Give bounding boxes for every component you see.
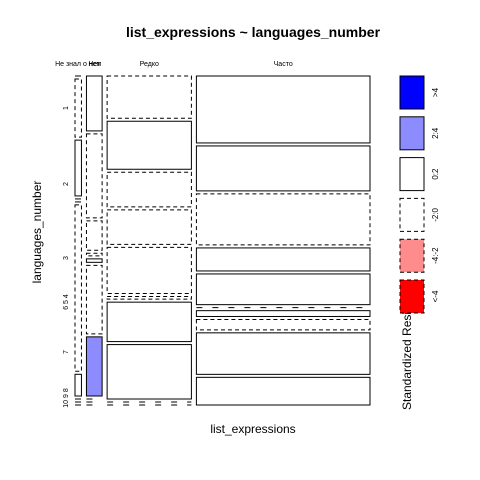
row-label: 1 xyxy=(63,106,70,110)
mosaic-cell xyxy=(85,133,103,219)
legend: Standardized Residuals: >42:40:2-2:0-4:-… xyxy=(399,75,440,410)
mosaic-cell xyxy=(74,204,82,372)
mosaic-cell xyxy=(85,264,103,335)
mosaic-cell xyxy=(106,209,192,245)
mosaic-cell xyxy=(106,171,192,208)
legend-swatch xyxy=(399,157,425,192)
mosaic-cell xyxy=(195,145,371,192)
mosaic-cell xyxy=(106,344,192,400)
mosaic-cell xyxy=(106,246,192,294)
row-labels: 1 2 3 6 5 4 7 10 9 8 xyxy=(63,106,70,408)
mosaic-cell xyxy=(85,252,103,257)
column-label: Часто xyxy=(274,61,293,68)
legend-swatch xyxy=(399,197,425,232)
mosaic-cell xyxy=(195,247,371,272)
y-axis-label: languages_number xyxy=(30,181,44,284)
mosaic-cell xyxy=(85,75,103,132)
legend-label: 2:4 xyxy=(431,127,440,139)
mosaic-cell xyxy=(195,273,371,306)
row-label: 10 9 8 xyxy=(63,388,70,408)
mosaic-cell xyxy=(195,310,371,317)
mosaic-cell xyxy=(106,75,192,119)
mosaic-cell xyxy=(74,78,82,138)
mosaic-cell xyxy=(106,301,192,343)
legend-swatch xyxy=(399,238,425,273)
legend-label: >4 xyxy=(431,87,440,97)
mosaic-cell xyxy=(85,258,103,263)
mosaic-cell xyxy=(106,295,192,300)
legend-swatch xyxy=(399,116,425,151)
mosaic-cell xyxy=(106,120,192,170)
column-label: Не знал о нем xyxy=(55,61,101,68)
legend-label: -4:-2 xyxy=(431,247,440,264)
row-label: 3 xyxy=(63,256,70,260)
mosaic-cell xyxy=(195,193,371,246)
mosaic-cell xyxy=(195,332,371,375)
legend-swatch xyxy=(399,75,425,110)
mosaic-cell xyxy=(195,318,371,331)
mosaic-cell xyxy=(74,139,82,197)
row-label: 6 5 4 xyxy=(63,294,70,310)
chart-title: list_expressions ~ languages_number xyxy=(126,24,381,40)
column-label: Нет xyxy=(88,61,101,68)
row-label: 2 xyxy=(63,182,70,186)
row-label: 7 xyxy=(63,350,70,354)
mosaic-cell xyxy=(195,75,371,144)
legend-label: -2:0 xyxy=(431,207,440,221)
mosaic-cell xyxy=(85,220,103,251)
column-label: Редко xyxy=(140,61,159,68)
x-axis-label: list_expressions xyxy=(210,422,295,436)
legend-swatch xyxy=(399,279,425,314)
legend-label: 0:2 xyxy=(431,168,440,180)
mosaic-cell xyxy=(85,336,103,397)
mosaic-cell xyxy=(74,373,82,397)
mosaic-cells xyxy=(74,75,371,406)
legend-label: <-4 xyxy=(431,290,440,302)
mosaic-cell xyxy=(195,376,371,406)
